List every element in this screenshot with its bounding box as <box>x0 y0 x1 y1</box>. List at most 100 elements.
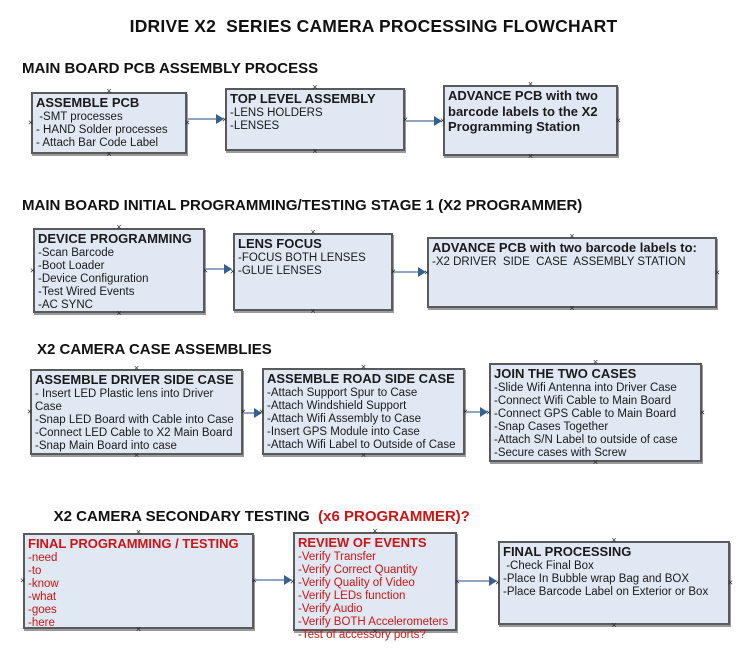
box-item: -LENSES <box>230 119 280 132</box>
connection-handle-icon: × <box>290 576 296 586</box>
connection-handle-icon: × <box>527 151 534 161</box>
flow-box-final-processing: × × × × FINAL PROCESSING -Check Final Bo… <box>495 536 733 630</box>
flow-box-top-level-assembly: × × × × TOP LEVEL ASSEMBLY -LENS HOLDERS… <box>222 83 408 156</box>
connection-handle-icon: × <box>241 407 246 417</box>
box-item: -Scan Barcode <box>38 246 115 259</box>
connection-handle-icon: × <box>495 577 501 588</box>
box-item: -Device Configuration <box>38 272 149 285</box>
connection-handle-icon: × <box>699 407 705 417</box>
connection-handle-icon: × <box>20 575 26 586</box>
connection-handle-icon: × <box>30 265 36 275</box>
connection-handle-icon: × <box>259 406 265 416</box>
box-item: -GLUE LENSES <box>238 264 322 277</box>
box-item: -FOCUS BOTH LENSES <box>238 251 366 264</box>
arrow-line <box>406 120 434 122</box>
flow-arrow <box>466 407 488 417</box>
section-header-pcb-assembly: MAIN BOARD PCB ASSEMBLY PROCESS <box>22 60 319 77</box>
connection-handle-icon: × <box>527 79 534 89</box>
box-item: -AC SYNC <box>38 298 93 311</box>
box-item: -Boot Loader <box>38 259 105 272</box>
flow-box-assemble-road-side-case: × × × × ASSEMBLE ROAD SIDE CASE -Attach … <box>259 363 468 460</box>
connection-handle-icon: × <box>486 407 492 417</box>
arrow-head-icon <box>284 575 292 585</box>
box-item: -Verify BOTH Accelerometers <box>298 615 449 628</box>
box-item: -Connect Wifi Cable to Main Board <box>494 394 672 407</box>
connection-handle-icon: × <box>135 527 142 537</box>
arrow-line <box>458 580 489 582</box>
box-item: -Snap LED Board with Cable into Case <box>35 413 234 426</box>
connection-handle-icon: × <box>615 115 621 125</box>
box-title: ADVANCE PCB with two barcode labels to t… <box>448 88 602 135</box>
box-item: -Secure cases with Screw <box>494 446 627 459</box>
connection-handle-icon: × <box>424 267 430 277</box>
box-item: -Test of accessory ports? <box>298 628 426 641</box>
section-header-secondary-testing: X2 CAMERA SECONDARY TESTING (x6 PROGRAMM… <box>37 491 470 542</box>
connection-handle-icon: × <box>592 357 599 367</box>
box-item: -need <box>28 551 58 564</box>
connection-handle-icon: × <box>360 450 367 460</box>
box-title: REVIEW OF EVENTS <box>298 535 427 550</box>
box-item: -Slide Wifi Antenna into Driver Case <box>494 381 677 394</box>
box-item: -Place Barcode Label on Exterior or Box <box>503 585 709 598</box>
box-item: - Insert LED Plastic lens into Driver Ca… <box>35 387 217 413</box>
flow-box-advance-pcb-programming-station: × × × × ADVANCE PCB with two barcode lab… <box>440 80 621 161</box>
box-title: ASSEMBLE DRIVER SIDE CASE <box>35 372 234 387</box>
connection-handle-icon: × <box>463 407 468 416</box>
connection-handle-icon: × <box>569 231 575 241</box>
box-item: -Verify Quality of Video <box>298 576 415 589</box>
box-title: ASSEMBLE ROAD SIDE CASE <box>267 371 455 386</box>
flow-box-review-of-events: × × × × REVIEW OF EVENTS -Verify Transfe… <box>290 527 460 641</box>
page-title: IDRIVE X2 SERIES CAMERA PROCESSING FLOWC… <box>129 16 618 36</box>
box-item: -SMT processes <box>36 110 123 123</box>
box-item: -Snap Main Board into case <box>35 439 177 452</box>
connection-handle-icon: × <box>569 303 575 313</box>
box-title: ASSEMBLE PCB <box>36 95 140 110</box>
connection-handle-icon: × <box>135 624 142 634</box>
section-header-initial-programming: MAIN BOARD INITIAL PROGRAMMING/TESTING S… <box>22 197 583 214</box>
flow-box-assemble-pcb: × × × × ASSEMBLE PCB -SMT processes - HA… <box>28 87 190 159</box>
flow-box-assemble-driver-side-case: × × × × ASSEMBLE DRIVER SIDE CASE - Inse… <box>27 364 246 460</box>
box-item: -Attach S/N Label to outside of case <box>494 433 678 446</box>
connection-handle-icon: × <box>611 620 617 630</box>
box-item: -what <box>28 590 57 603</box>
box-title: JOIN THE TWO CASES <box>494 366 637 381</box>
box-title: ADVANCE PCB with two barcode labels to: <box>432 240 697 255</box>
connection-handle-icon: × <box>222 114 228 124</box>
flow-arrow <box>255 575 292 585</box>
arrow-head-icon <box>489 576 497 586</box>
section-header-case-assemblies: X2 CAMERA CASE ASSEMBLIES <box>37 341 272 358</box>
box-title: FINAL PROCESSING <box>503 544 632 559</box>
box-title: LENS FOCUS <box>238 236 322 251</box>
connection-handle-icon: × <box>202 265 208 275</box>
box-item: -Attach Windshield Support <box>267 399 407 412</box>
connection-handle-icon: × <box>455 577 460 586</box>
connection-handle-icon: × <box>714 267 720 277</box>
connection-handle-icon: × <box>312 146 318 156</box>
connection-handle-icon: × <box>310 227 316 237</box>
arrow-line <box>394 271 418 273</box>
box-title: DEVICE PROGRAMMING <box>38 231 192 246</box>
flow-box-join-the-two-cases: × × × × JOIN THE TWO CASES -Slide Wifi A… <box>486 358 705 467</box>
box-item: -Verify Audio <box>298 602 363 615</box>
section-header-red-text: (x6 PROGRAMMER)? <box>313 508 470 525</box>
arrow-head-icon <box>216 114 224 124</box>
connection-handle-icon: × <box>133 363 140 373</box>
connection-handle-icon: × <box>230 266 236 277</box>
flow-arrow <box>244 408 262 418</box>
flow-arrow <box>406 116 442 126</box>
flow-box-lens-focus: × × × × LENS FOCUS -FOCUS BOTH LENSES -G… <box>230 228 396 316</box>
flow-arrow <box>206 264 232 274</box>
connection-handle-icon: × <box>372 526 378 536</box>
connection-handle-icon: × <box>402 114 408 124</box>
connection-handle-icon: × <box>440 115 446 125</box>
arrow-head-icon <box>254 408 262 418</box>
arrow-line <box>466 411 480 413</box>
box-item: -Verify Transfer <box>298 550 376 563</box>
connection-handle-icon: × <box>360 362 367 372</box>
arrow-line <box>255 579 284 581</box>
arrow-line <box>188 118 216 120</box>
box-item: -Snap Cases Together <box>494 420 609 433</box>
connection-handle-icon: × <box>28 117 34 128</box>
connection-handle-icon: × <box>372 626 378 636</box>
